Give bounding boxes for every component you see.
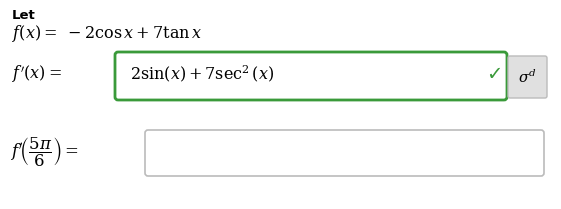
Text: $2\sin(x) + 7\sec^{2}(x)$: $2\sin(x) + 7\sec^{2}(x)$ (130, 64, 274, 84)
Text: $f'(x) =$: $f'(x) =$ (12, 63, 62, 85)
Text: ✓: ✓ (486, 65, 502, 84)
FancyBboxPatch shape (508, 56, 547, 98)
Text: $f(x) = \ -2\cos x + 7\tan x$: $f(x) = \ -2\cos x + 7\tan x$ (12, 23, 202, 44)
FancyBboxPatch shape (145, 130, 544, 176)
FancyBboxPatch shape (115, 52, 507, 100)
Text: $\sigma^{d}$: $\sigma^{d}$ (518, 68, 536, 86)
Text: Let: Let (12, 9, 36, 22)
Text: $f'\!\left(\dfrac{5\pi}{6}\right) =$: $f'\!\left(\dfrac{5\pi}{6}\right) =$ (10, 135, 79, 169)
